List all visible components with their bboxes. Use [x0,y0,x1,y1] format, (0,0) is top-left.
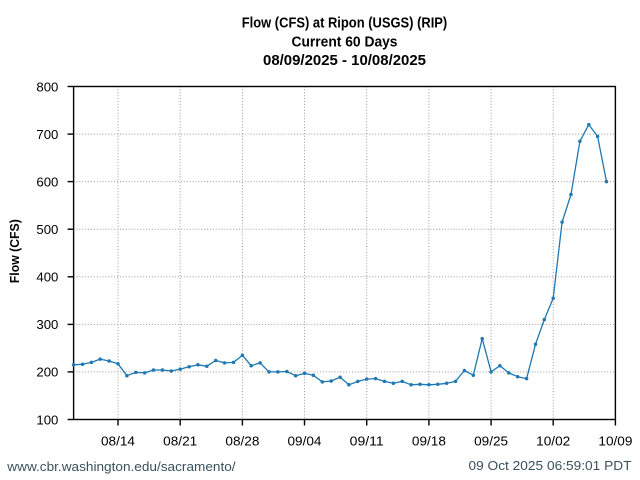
svg-text:800: 800 [36,79,58,94]
svg-text:100: 100 [36,412,58,427]
svg-text:10/02: 10/02 [536,433,570,448]
svg-text:200: 200 [36,365,58,380]
svg-text:09/11: 09/11 [350,433,384,448]
svg-text:08/09/2025 - 10/08/2025: 08/09/2025 - 10/08/2025 [263,53,426,69]
svg-text:10/09: 10/09 [598,433,632,448]
svg-text:09/18: 09/18 [412,433,446,448]
svg-text:400: 400 [36,270,58,285]
svg-text:Flow (CFS): Flow (CFS) [7,219,22,283]
svg-text:09/25: 09/25 [474,433,508,448]
svg-text:09/04: 09/04 [288,433,322,448]
svg-text:www.cbr.washington.edu/sacrame: www.cbr.washington.edu/sacramento/ [6,459,236,474]
svg-text:08/28: 08/28 [225,433,259,448]
svg-text:700: 700 [36,127,58,142]
svg-text:Current 60 Days: Current 60 Days [292,34,398,50]
svg-text:Flow (CFS) at Ripon (USGS) (RI: Flow (CFS) at Ripon (USGS) (RIP) [242,15,448,31]
svg-text:08/21: 08/21 [163,433,197,448]
svg-text:300: 300 [36,317,58,332]
svg-text:500: 500 [36,222,58,237]
svg-text:600: 600 [36,174,58,189]
svg-text:08/14: 08/14 [101,433,135,448]
svg-text:09 Oct 2025 06:59:01 PDT: 09 Oct 2025 06:59:01 PDT [469,458,632,473]
